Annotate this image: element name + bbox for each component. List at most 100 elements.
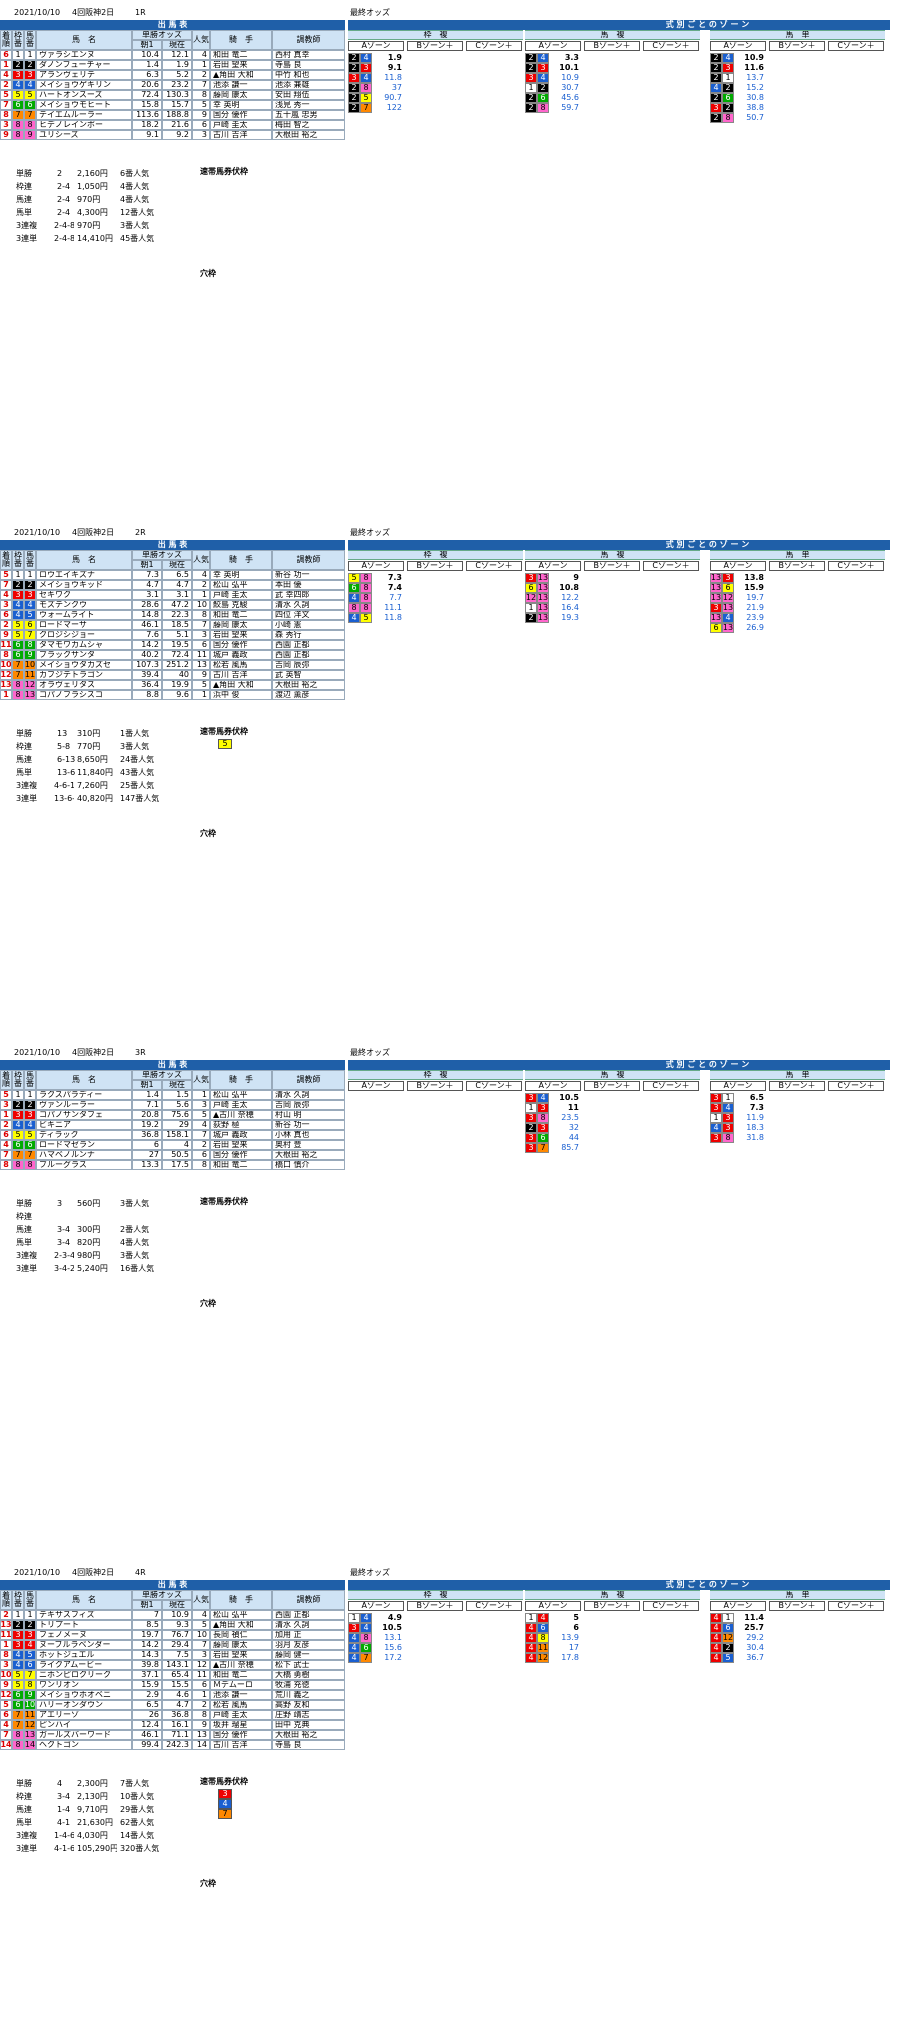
popularity: 2	[192, 1140, 210, 1150]
combo-number: 8	[360, 593, 372, 603]
finish: 7	[0, 1730, 12, 1740]
jockey: 国分 優作	[210, 1150, 272, 1160]
waku: 1	[12, 1090, 24, 1100]
odds-value: 5	[573, 1613, 579, 1622]
result-text: 7番人気	[120, 1778, 150, 1788]
odds-morning: 4.7	[132, 580, 162, 590]
result-text: 2,160円	[77, 168, 108, 178]
combo-number: 4	[537, 1613, 549, 1623]
combo-number: 13	[537, 603, 549, 613]
result-text: 3番人気	[120, 1198, 150, 1208]
combo-number: 1	[722, 73, 734, 83]
finish: 11	[0, 640, 12, 650]
combo-number: 13	[710, 573, 722, 583]
trainer: 西園 正都	[272, 650, 345, 660]
zone-tab: Cゾーン＋	[828, 41, 884, 51]
horse-name: ニホンピロクリーク	[36, 1670, 132, 1680]
combo-number: 4	[537, 73, 549, 83]
horse-number: 4	[24, 600, 36, 610]
odds-value: 10.1	[559, 63, 579, 72]
odds-final: 5.2	[162, 70, 192, 80]
odds-morning: 9.1	[132, 130, 162, 140]
odds-morning: 28.6	[132, 600, 162, 610]
odds-value: 44	[568, 1133, 579, 1142]
zone-bar	[348, 1060, 890, 1070]
panel-title: 馬 単	[710, 30, 885, 40]
trainer: 牧浦 充徳	[272, 1680, 345, 1690]
trainer: 羽月 友彦	[272, 1640, 345, 1650]
trainer: 寺島 良	[272, 1740, 345, 1750]
odds-value: 18.3	[746, 1123, 764, 1132]
combo-number: 4	[360, 1613, 372, 1623]
combo-number: 5	[360, 613, 372, 623]
jockey: 幸 英明	[210, 570, 272, 580]
trainer: 大橋 勇樹	[272, 1670, 345, 1680]
finish: 2	[0, 1610, 12, 1620]
result-text: 馬連	[16, 1804, 32, 1814]
zone-tab: Aゾーン	[525, 561, 581, 571]
popularity: 5	[192, 1110, 210, 1120]
combo-number: 3	[710, 1103, 722, 1113]
odds-value: 122	[386, 103, 402, 112]
horse-number: 1	[24, 50, 36, 60]
odds-value: 85.7	[561, 1143, 579, 1152]
finish: 8	[0, 1160, 12, 1170]
combo-number: 3	[348, 1623, 360, 1633]
horse-name: タマモワカムシャ	[36, 640, 132, 650]
waku: 5	[12, 620, 24, 630]
odds-morning: 40.2	[132, 650, 162, 660]
trainer: 西村 真幸	[272, 50, 345, 60]
odds-value: 23.5	[561, 1113, 579, 1122]
zone-tab: Cゾーン＋	[643, 561, 699, 571]
table-title: 出 馬 表	[0, 540, 345, 550]
odds-value: 30.7	[561, 83, 579, 92]
waku: 8	[12, 1160, 24, 1170]
trainer: 池添 兼雄	[272, 80, 345, 90]
combo-number: 13	[537, 573, 549, 583]
horse-number: 6	[24, 1660, 36, 1670]
zone-tab: Bゾーン＋	[407, 1081, 463, 1091]
combo-number: 12	[537, 1653, 549, 1663]
combo-number: 3	[710, 603, 722, 613]
combo-number: 2	[722, 83, 734, 93]
horse-number: 3	[24, 590, 36, 600]
jockey: 和田 竜二	[210, 1670, 272, 1680]
combo-number: 5	[360, 93, 372, 103]
column-header: 着順	[0, 1070, 12, 1090]
waku: 6	[12, 650, 24, 660]
result-text: 4	[57, 1778, 63, 1788]
jockey: ▲古川 奈穂	[210, 1110, 272, 1120]
popularity: 3	[192, 1100, 210, 1110]
popularity: 3	[192, 130, 210, 140]
odds-final: 75.6	[162, 1110, 192, 1120]
result-text: 枠連	[16, 741, 32, 751]
finish: 6	[0, 1130, 12, 1140]
zone-bar	[348, 540, 890, 550]
ana-label: 穴枠	[200, 1298, 216, 1308]
odds-morning: 26	[132, 1710, 162, 1720]
combo-number: 6	[537, 1623, 549, 1633]
jockey: 岩田 望来	[210, 60, 272, 70]
popularity: 7	[192, 80, 210, 90]
result-text: 7,260円	[77, 780, 108, 790]
column-header: 馬番	[24, 550, 36, 570]
result-text: 14,410円	[77, 233, 113, 243]
race-date: 2021/10/10	[14, 8, 61, 17]
horse-number: 8	[24, 120, 36, 130]
jockey: 古川 吉洋	[210, 130, 272, 140]
combo-number: 1	[710, 1113, 722, 1123]
odds-value: 10.9	[744, 53, 764, 62]
odds-final: 19.9	[162, 680, 192, 690]
race-meet: 4回阪神2日	[72, 1568, 115, 1577]
result-text: 300円	[77, 1224, 101, 1234]
trainer: 武 英智	[272, 670, 345, 680]
horse-name: ハマベノルンナ	[36, 1150, 132, 1160]
jockey: 浜中 俊	[210, 690, 272, 700]
odds-value: 17.8	[561, 1653, 579, 1662]
finish: 3	[0, 120, 12, 130]
trainer: 四位 洋文	[272, 610, 345, 620]
result-text: 3番人気	[120, 220, 150, 230]
odds-final: 4	[162, 1140, 192, 1150]
waku: 6	[12, 1700, 24, 1710]
